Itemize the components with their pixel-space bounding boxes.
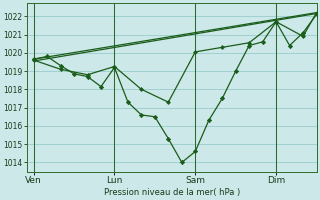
X-axis label: Pression niveau de la mer( hPa ): Pression niveau de la mer( hPa )	[104, 188, 240, 197]
